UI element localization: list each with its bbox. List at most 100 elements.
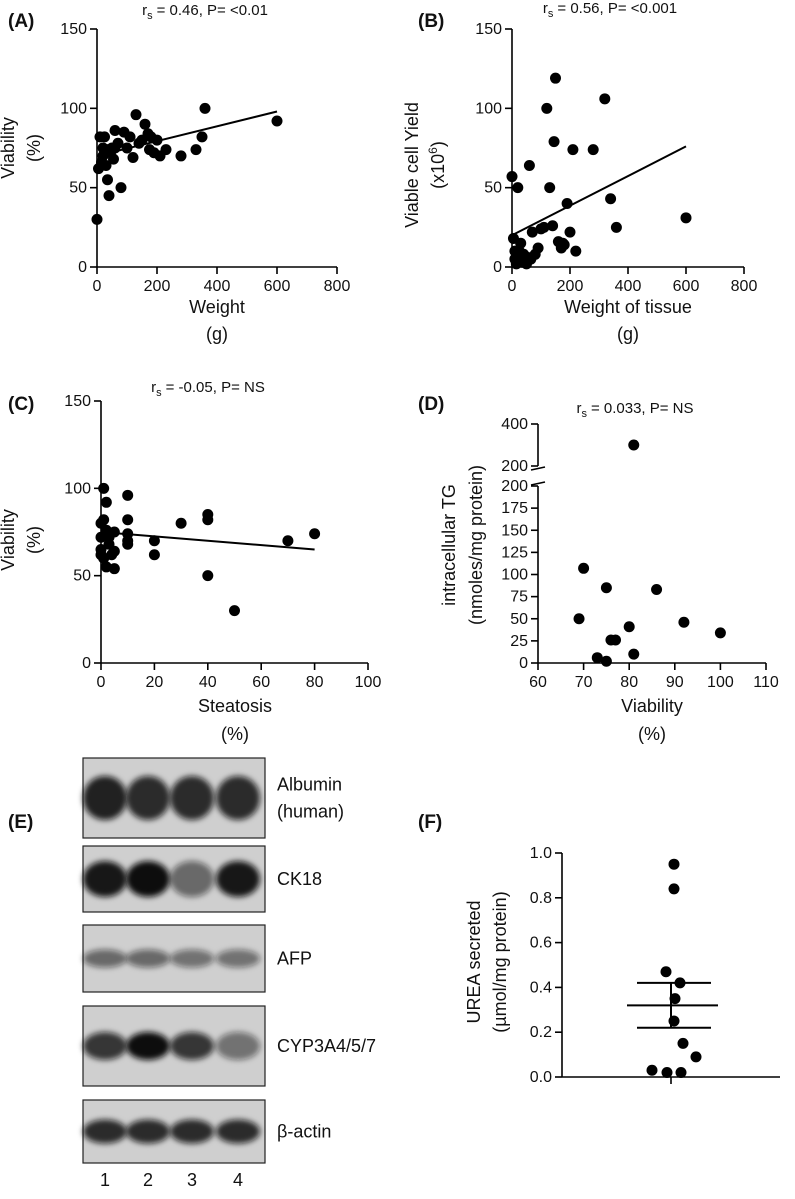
data-point	[102, 174, 113, 186]
blot-label: β-actin	[277, 1122, 331, 1142]
title-text: = 0.46, P= <0.01	[157, 2, 268, 19]
fit-line	[96, 110, 278, 157]
title-subscript: s	[581, 408, 587, 420]
data-point	[570, 245, 582, 257]
y-axis-label-part: (x10	[428, 154, 448, 189]
data-point	[108, 563, 120, 575]
data-point	[190, 144, 202, 156]
y-tick-label: 100	[475, 100, 502, 117]
x-axis-label: (%)	[221, 724, 249, 744]
y-tick-label: 0.8	[530, 890, 552, 907]
blot-band	[83, 776, 127, 820]
data-point	[678, 616, 690, 628]
x-tick-label: 80	[620, 674, 638, 691]
axis-break	[530, 481, 546, 486]
fit-line	[100, 531, 315, 551]
blot-label: CYP3A4/5/7	[277, 1036, 376, 1056]
data-point	[122, 489, 134, 501]
y-tick-label: 50	[484, 180, 502, 197]
y-axis-label-part: (%)	[24, 526, 44, 554]
data-point	[610, 221, 622, 233]
data-point	[668, 858, 680, 870]
x-tick-label: 60	[252, 674, 270, 691]
blot-label: Albumin	[277, 775, 342, 795]
title-subscript: s	[147, 10, 153, 22]
x-tick-label: 40	[199, 674, 217, 691]
data-point	[229, 605, 240, 617]
data-point	[526, 226, 538, 238]
data-point	[573, 613, 585, 625]
data-point	[91, 213, 103, 225]
data-point	[108, 526, 120, 538]
blot-band	[170, 949, 214, 968]
data-point	[550, 72, 561, 84]
y-axis-label-part: UREA secreted	[464, 900, 484, 1023]
data-point	[714, 627, 726, 639]
data-point	[628, 648, 640, 660]
y-axis-label-part: Viable cell Yield	[402, 102, 422, 228]
y-tick-label: 0	[519, 655, 528, 672]
y-axis-label: UREA secreted	[464, 900, 484, 1023]
y-axis-label: (µmol/mg protein)	[490, 891, 510, 1032]
blot-band	[126, 949, 170, 968]
x-axis-label: Steatosis	[198, 696, 272, 716]
data-point	[160, 144, 172, 156]
y-axis-label: (%)	[24, 134, 44, 162]
data-point	[95, 549, 107, 561]
y-axis-label: intracellular TG	[439, 484, 459, 606]
x-tick-label: 90	[666, 674, 684, 691]
y-axis-label-part: (µmol/mg protein)	[490, 891, 510, 1032]
x-tick-label: 400	[615, 278, 642, 295]
lane-label: 4	[233, 1170, 243, 1190]
data-point	[600, 582, 612, 594]
data-point	[108, 153, 119, 165]
data-point	[544, 182, 556, 194]
panel-label: (D)	[418, 394, 444, 415]
data-point	[558, 239, 570, 251]
y-tick-label: 0.2	[530, 1024, 552, 1041]
chart-title: rs = 0.56, P= <0.001	[543, 0, 677, 20]
axis-break	[530, 466, 546, 471]
y-axis-label-part: (nmoles/mg protein)	[466, 465, 486, 625]
title-subscript: s	[156, 387, 162, 399]
x-axis-label: (%)	[638, 724, 666, 744]
y-axis-label-sup: 6	[426, 147, 440, 154]
data-point	[564, 226, 576, 238]
data-point	[196, 131, 208, 143]
data-point	[547, 220, 559, 232]
x-tick-label: 600	[264, 278, 291, 295]
y-tick-label: 150	[64, 393, 91, 410]
data-point	[127, 152, 139, 164]
x-tick-label: 800	[324, 278, 351, 295]
y-axis-label: (x106)	[426, 141, 448, 189]
blot-label: (human)	[277, 802, 344, 822]
data-point	[605, 193, 617, 205]
y-tick-label: 50	[69, 180, 87, 197]
data-point	[109, 125, 121, 137]
x-tick-label: 20	[146, 674, 164, 691]
y-axis-label: (%)	[24, 526, 44, 554]
data-point	[202, 514, 214, 526]
blot-band	[170, 861, 214, 897]
blot-band	[216, 949, 260, 968]
blot-band	[126, 1119, 170, 1144]
x-axis-label: Weight of tissue	[564, 297, 692, 317]
y-tick-label: 50	[73, 568, 91, 585]
blot-band	[170, 1032, 214, 1060]
data-point	[512, 182, 524, 194]
data-point	[122, 514, 134, 526]
blot-band	[216, 1032, 260, 1060]
x-tick-label: 80	[306, 674, 324, 691]
data-point	[675, 1067, 687, 1079]
panel-label: (B)	[418, 11, 444, 32]
title-text: = -0.05, P= NS	[166, 379, 265, 396]
y-tick-label: 0	[493, 259, 502, 276]
x-tick-label: 200	[557, 278, 584, 295]
title-text: = 0.56, P= <0.001	[557, 0, 677, 17]
data-point	[98, 514, 110, 526]
data-point	[103, 190, 115, 202]
x-tick-label: 800	[731, 278, 758, 295]
y-tick-label: 175	[501, 500, 528, 517]
